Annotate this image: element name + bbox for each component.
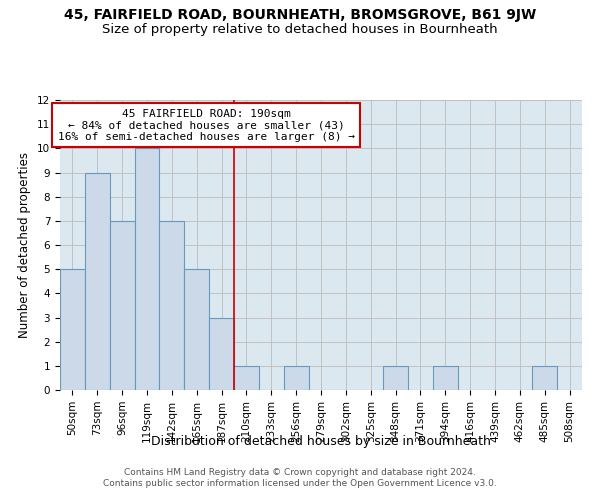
Text: Size of property relative to detached houses in Bournheath: Size of property relative to detached ho… bbox=[102, 22, 498, 36]
Text: Contains HM Land Registry data © Crown copyright and database right 2024.
Contai: Contains HM Land Registry data © Crown c… bbox=[103, 468, 497, 487]
Bar bbox=[383, 366, 408, 390]
Bar bbox=[532, 366, 557, 390]
Bar bbox=[134, 148, 160, 390]
Text: 45 FAIRFIELD ROAD: 190sqm
← 84% of detached houses are smaller (43)
16% of semi-: 45 FAIRFIELD ROAD: 190sqm ← 84% of detac… bbox=[58, 108, 355, 142]
Bar bbox=[284, 366, 308, 390]
Bar bbox=[234, 366, 259, 390]
Text: 45, FAIRFIELD ROAD, BOURNHEATH, BROMSGROVE, B61 9JW: 45, FAIRFIELD ROAD, BOURNHEATH, BROMSGRO… bbox=[64, 8, 536, 22]
Bar bbox=[160, 221, 184, 390]
Bar bbox=[209, 318, 234, 390]
Bar bbox=[110, 221, 134, 390]
Y-axis label: Number of detached properties: Number of detached properties bbox=[19, 152, 31, 338]
Bar bbox=[85, 172, 110, 390]
Text: Distribution of detached houses by size in Bournheath: Distribution of detached houses by size … bbox=[151, 435, 491, 448]
Bar bbox=[60, 269, 85, 390]
Bar bbox=[184, 269, 209, 390]
Bar bbox=[433, 366, 458, 390]
